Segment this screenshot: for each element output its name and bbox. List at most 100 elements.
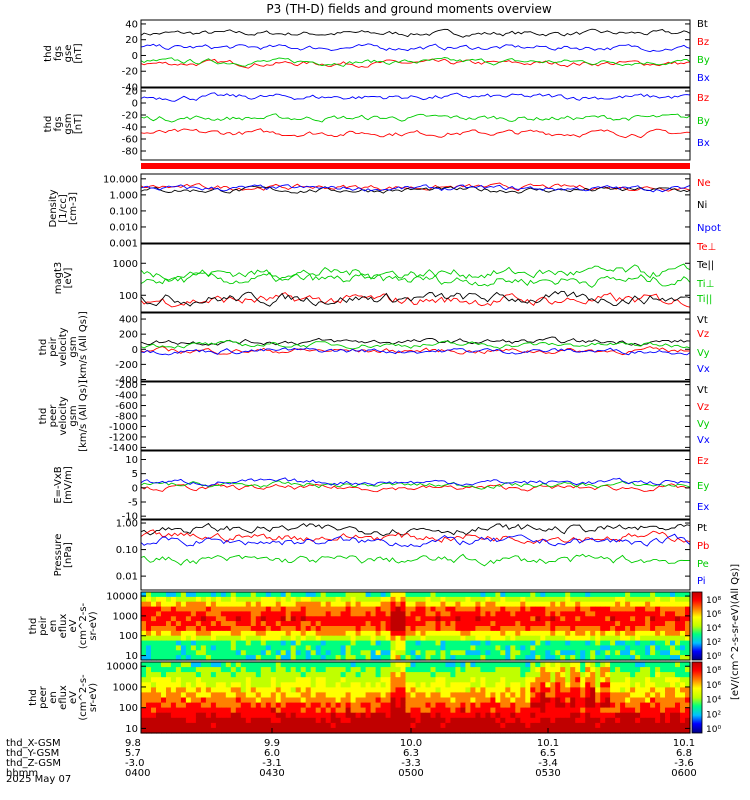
spectrogram-cell — [255, 626, 262, 632]
spectrogram-cell — [630, 687, 636, 694]
spectrogram-cell — [370, 662, 377, 668]
spectrogram-cell — [580, 687, 586, 694]
spectrogram-cell — [285, 626, 292, 632]
spectrogram-cell — [600, 682, 606, 688]
spectrogram-cell — [270, 621, 277, 627]
spectrogram-cell — [665, 662, 671, 668]
spectrogram-cell — [146, 692, 152, 699]
spectrogram-cell — [495, 592, 501, 598]
spectrogram-cell — [350, 626, 357, 632]
spectrogram-cell — [630, 650, 636, 656]
footer-value: 10.1 — [673, 738, 695, 749]
spectrogram-cell — [195, 606, 202, 613]
spectrogram-cell — [305, 655, 312, 661]
spectrogram-cell — [535, 596, 541, 603]
spectrogram-cell — [445, 640, 451, 647]
spectrogram-cell — [650, 655, 656, 661]
spectrogram-cell — [445, 667, 451, 673]
spectrogram-cell — [460, 717, 466, 724]
spectrogram-cell — [605, 650, 611, 656]
spectrogram-cell — [215, 596, 222, 603]
spectrogram-cell — [595, 697, 601, 704]
spectrogram-cell — [585, 712, 591, 719]
spectrogram-cell — [505, 662, 511, 668]
spectrogram-cell — [495, 640, 501, 647]
spectrogram-cell — [580, 621, 586, 627]
spectrogram-cell — [330, 645, 337, 651]
spectrogram-cell — [275, 697, 282, 704]
spectrogram-cell — [180, 621, 187, 627]
spectrogram-cell — [565, 717, 571, 724]
spectrogram-cell — [420, 601, 427, 608]
spectrogram-cell — [330, 640, 337, 647]
y-tick-label: 0.001 — [109, 239, 138, 250]
spectrogram-cell — [630, 635, 636, 642]
spectrogram-cell — [215, 677, 222, 683]
spectrogram-cell — [440, 592, 447, 598]
spectrogram-cell — [385, 621, 392, 627]
spectrogram-cell — [390, 692, 397, 699]
spectrogram-cell — [166, 697, 172, 704]
spectrogram-cell — [415, 611, 422, 617]
spectrogram-cell — [156, 667, 162, 673]
spectrogram-cell — [490, 650, 496, 656]
spectrogram-cell — [650, 596, 656, 603]
spectrogram-cell — [285, 640, 292, 647]
spectrogram-cell — [555, 702, 561, 709]
spectrogram-cell — [141, 717, 147, 724]
spectrogram-cell — [475, 606, 481, 613]
spectrogram-cell — [205, 697, 212, 704]
spectrogram-cell — [190, 697, 197, 704]
spectrogram-cell — [685, 611, 691, 617]
spectrogram-cell — [285, 611, 292, 617]
spectrogram-cell — [435, 592, 442, 598]
spectrogram-cell — [490, 662, 496, 668]
spectrogram-cell — [385, 611, 392, 617]
panel-frame — [140, 243, 691, 313]
spectrogram-cell — [645, 596, 651, 603]
spectrogram-cell — [335, 606, 342, 613]
spectrogram-cell — [170, 697, 177, 704]
legend-entry: Ni — [697, 200, 707, 211]
spectrogram-cell — [555, 687, 561, 694]
spectrogram-cell — [205, 645, 212, 651]
spectrogram-cell — [525, 722, 531, 729]
spectrogram-cell — [305, 692, 312, 699]
spectrogram-cell — [675, 672, 681, 678]
spectrogram-cell — [166, 592, 172, 598]
spectrogram-cell — [275, 635, 282, 642]
spectrogram-cell — [200, 662, 207, 668]
spectrogram-cell — [605, 717, 611, 724]
spectrogram-cell — [500, 682, 506, 688]
spectrogram-cell — [146, 697, 152, 704]
spectrogram-cell — [505, 630, 511, 637]
spectrogram-cell — [675, 727, 681, 734]
spectrogram-cell — [635, 662, 641, 668]
spectrogram-cell — [205, 702, 212, 709]
spectrogram-cell — [665, 692, 671, 699]
spectrogram-cell — [610, 687, 616, 694]
spectrogram-cell — [605, 722, 611, 729]
spectrogram-cell — [440, 611, 447, 617]
spectrogram-cell — [450, 707, 456, 714]
spectrogram-cell — [665, 677, 671, 683]
spectrogram-cell — [205, 592, 212, 598]
spectrogram-cell — [190, 707, 197, 714]
spectrogram-cell — [195, 601, 202, 608]
spectrogram-cell — [595, 650, 601, 656]
spectrogram-cell — [320, 707, 327, 714]
spectrogram-cell — [640, 626, 646, 632]
spectrogram-cell — [235, 697, 242, 704]
spectrogram-cell — [595, 626, 601, 632]
spectrogram-cell — [330, 635, 337, 642]
spectrogram-cell — [200, 626, 207, 632]
spectrogram-cell — [310, 662, 317, 668]
spectrogram-cell — [410, 702, 417, 709]
spectrogram-cell — [400, 662, 407, 668]
spectrogram-cell — [525, 672, 531, 678]
spectrogram-cell — [195, 672, 202, 678]
spectrogram-cell — [300, 601, 307, 608]
spectrogram-cell — [151, 687, 157, 694]
spectrogram-cell — [505, 606, 511, 613]
